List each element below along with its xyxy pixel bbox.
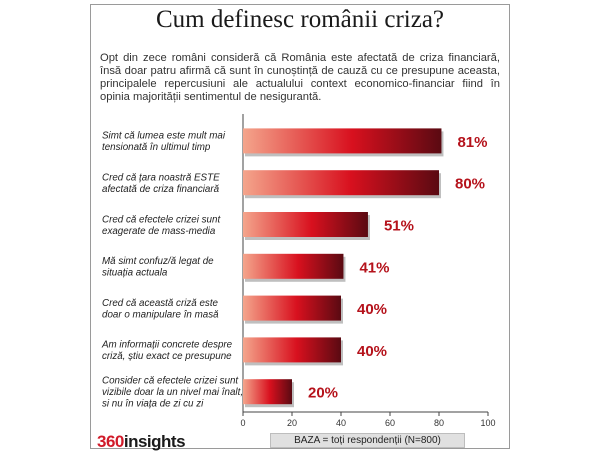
value-label: 80% [455,176,485,193]
bar [243,170,439,196]
intro-paragraph: Opt din zece români consideră că România… [100,52,500,103]
category-label: Am informații concrete despre criză, știu… [101,340,233,363]
logo-word: insights [123,432,186,451]
x-tick-label: 100 [480,418,495,428]
x-tick-label: 60 [385,418,395,428]
x-tick-label: 80 [434,418,444,428]
category-label: Cred că efectele crizei sunt exagerate de… [102,214,221,237]
bar [243,212,368,237]
bar [243,128,442,154]
x-tick-label: 40 [336,418,346,428]
value-label: 41% [359,259,389,276]
category-label: Mă simt confuz/ă legat de situația actual… [102,256,214,279]
logo-360insights: 360insights [97,432,186,452]
page-title: Cum definesc românii criza? [155,6,445,33]
base-note: BAZA = toți respondenții (N=800) [270,433,465,448]
value-label: 81% [457,134,487,151]
bar [243,295,341,321]
value-label: 40% [357,343,387,360]
x-tick-label: 0 [240,418,245,428]
bar [243,337,341,363]
logo-number: 360 [97,432,124,451]
category-label: Simt că lumea este mult mai tensionată în… [102,131,226,154]
x-tick-label: 20 [287,418,297,428]
category-label: Consider că efectele crizei sunt vizibile… [102,376,243,410]
category-label: Cred că această criză este doar o manipul… [102,298,219,321]
value-label: 40% [357,301,387,318]
value-label: 51% [384,218,414,235]
category-label: Cred că țara noastră ESTE afectată de cri… [102,172,220,195]
chart-frame [90,4,510,449]
bar [243,379,292,405]
value-label: 20% [308,385,338,402]
bar [243,253,344,279]
